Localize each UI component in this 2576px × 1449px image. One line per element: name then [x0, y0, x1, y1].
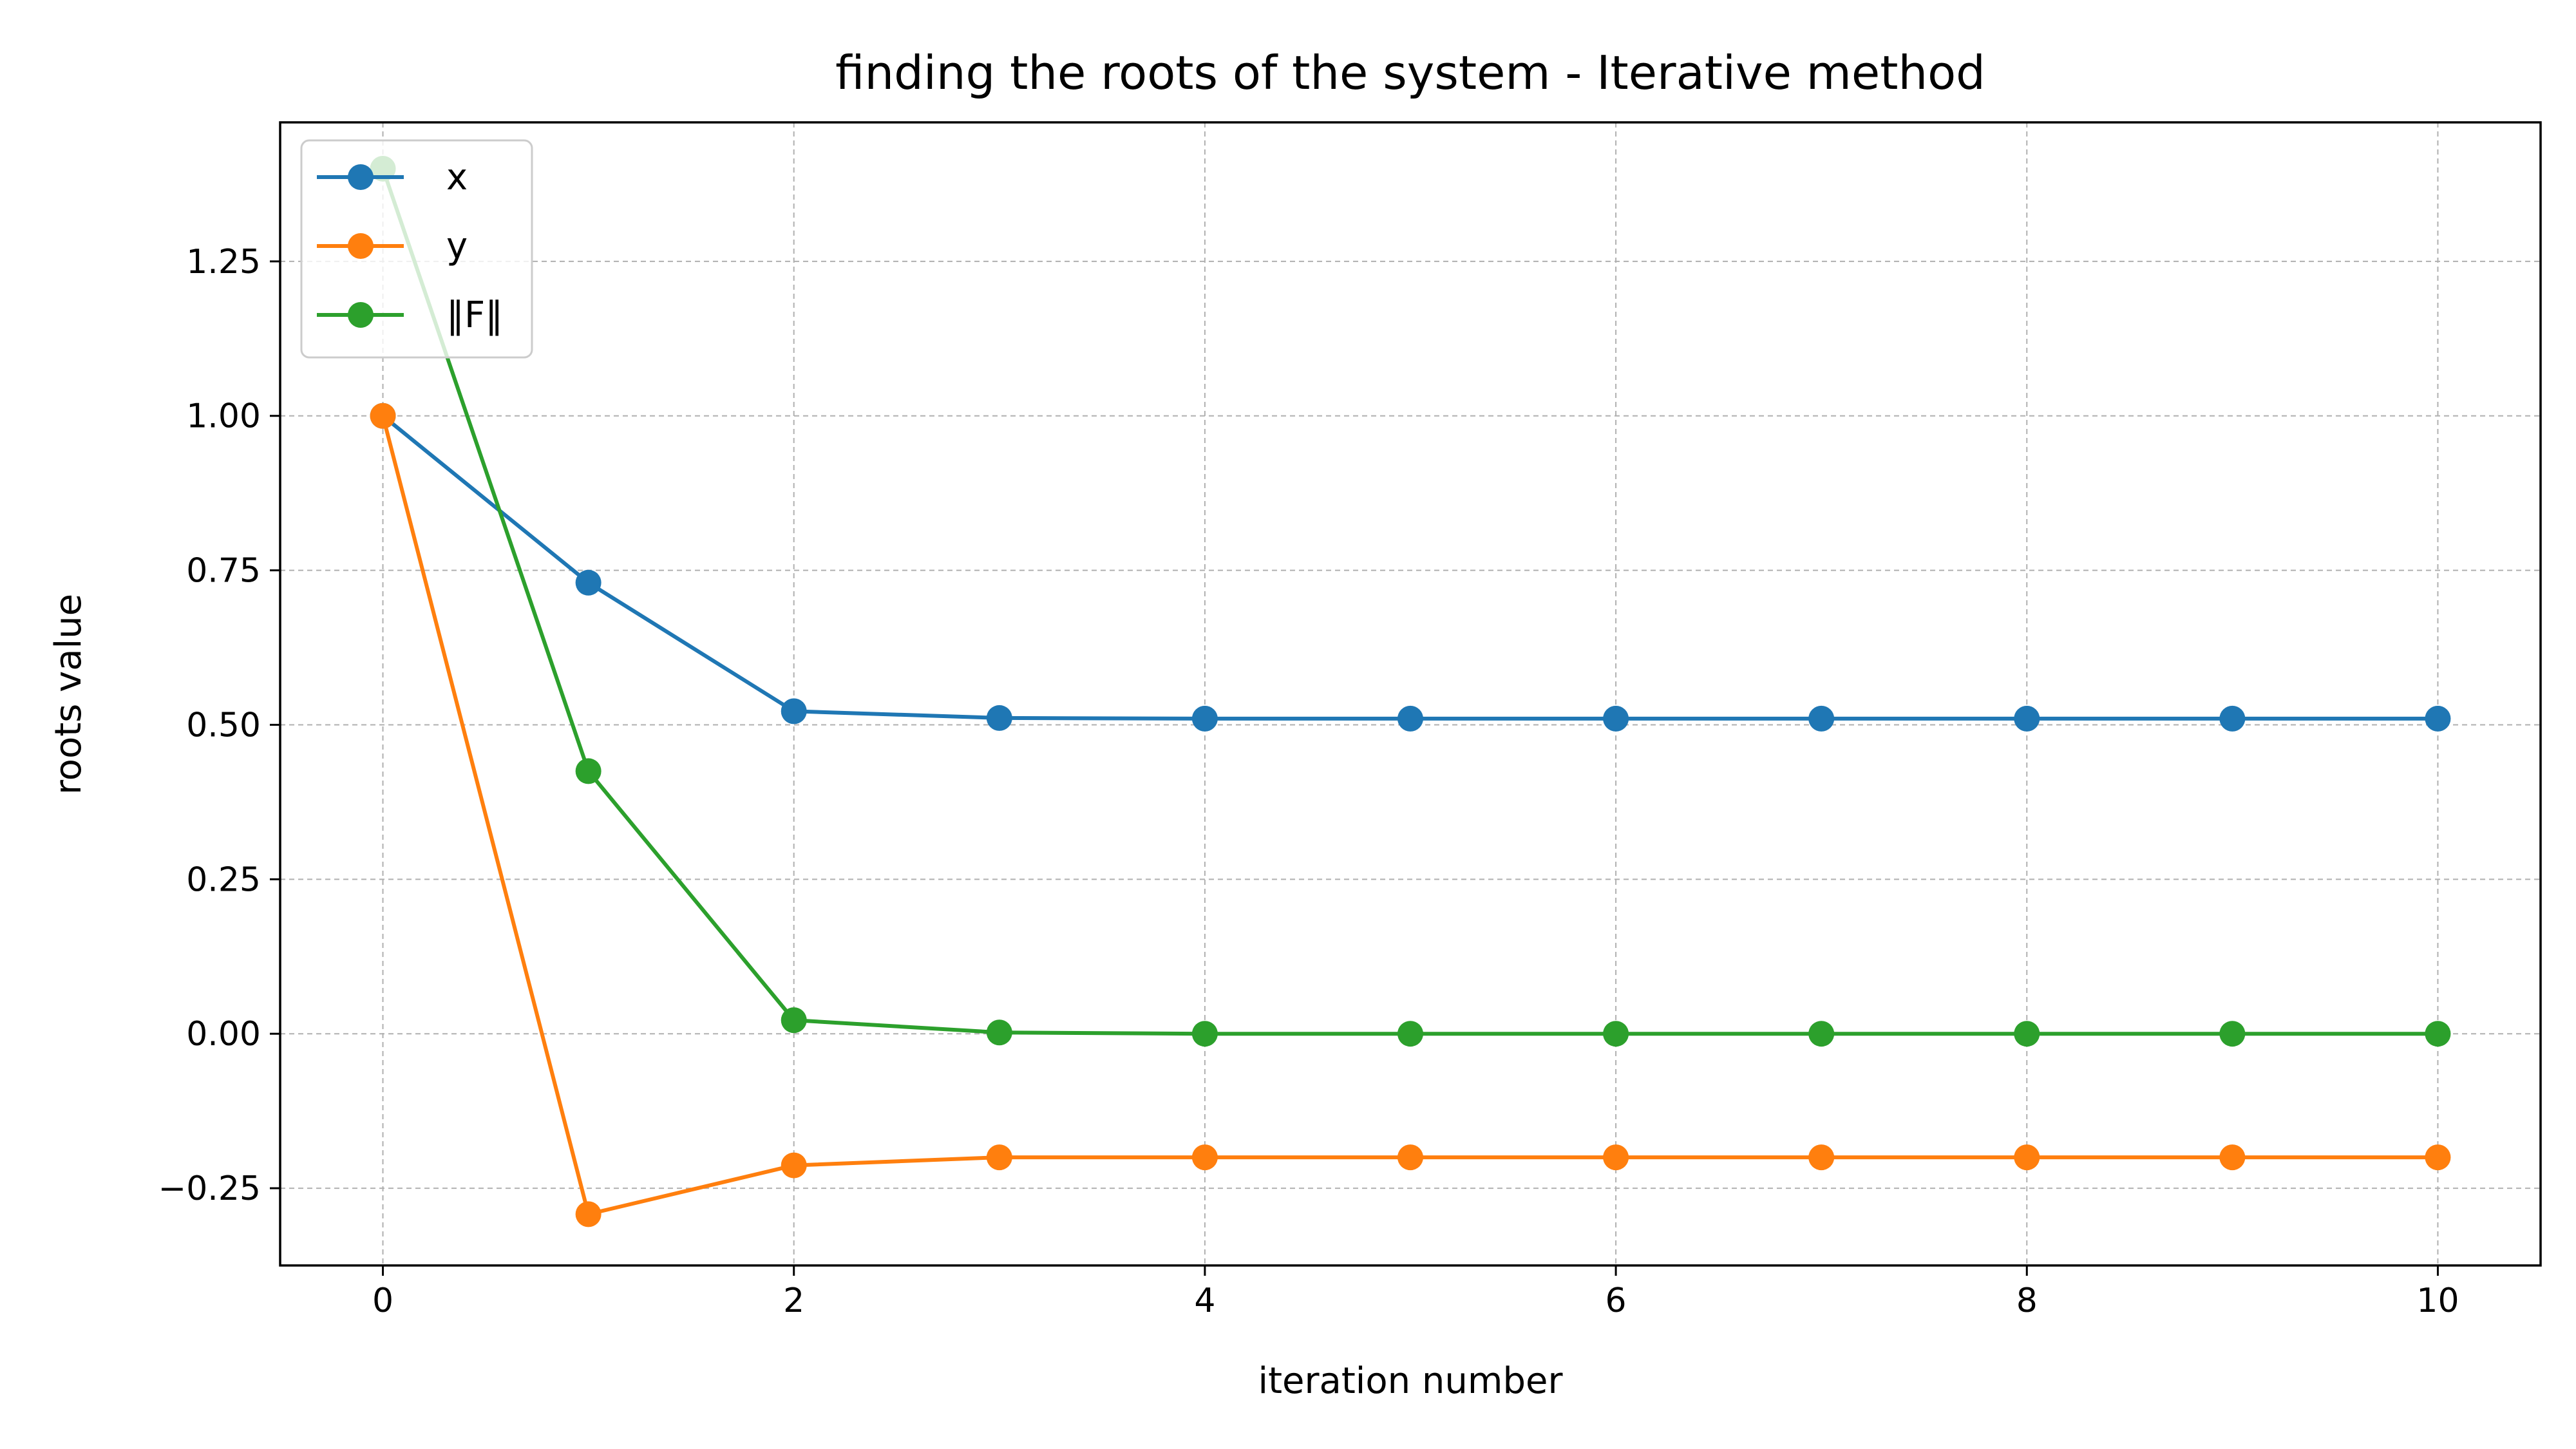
data-point — [781, 1152, 807, 1179]
data-point — [2014, 1021, 2040, 1047]
legend-label: y — [446, 225, 468, 267]
y-tick-label: 1.00 — [186, 397, 261, 436]
data-point — [1603, 1021, 1629, 1047]
y-tick-label: 0.75 — [186, 552, 261, 591]
x-tick-label: 8 — [2016, 1282, 2038, 1320]
data-point — [575, 1201, 601, 1227]
data-point — [2014, 705, 2040, 732]
data-point — [575, 758, 601, 784]
data-point — [1397, 1144, 1423, 1171]
data-point — [1808, 1021, 1835, 1047]
legend: xy ‖F‖ — [300, 139, 533, 359]
x-tick-label: 2 — [783, 1282, 804, 1320]
y-tick-label: −0.25 — [158, 1170, 261, 1208]
x-tick-label: 6 — [1605, 1282, 1627, 1320]
data-point — [2219, 1021, 2246, 1047]
data-point — [1191, 1144, 1218, 1171]
x-tick-label: 10 — [2416, 1282, 2459, 1320]
plot-frame — [279, 121, 2542, 1267]
data-point — [1191, 705, 1218, 732]
data-point — [1191, 1021, 1218, 1047]
series-layer — [370, 155, 2451, 1227]
legend-label: ‖F‖ — [446, 294, 503, 336]
data-point — [2425, 705, 2451, 732]
data-point — [1397, 705, 1423, 732]
data-point — [1603, 705, 1629, 732]
data-point — [1397, 1021, 1423, 1047]
data-point — [2425, 1144, 2451, 1171]
x-axis-label: iteration number — [1258, 1360, 1564, 1402]
data-point — [575, 569, 601, 596]
legend-marker — [348, 164, 374, 190]
data-point — [986, 705, 1012, 731]
y-tick-label: 1.25 — [186, 243, 261, 281]
data-point — [986, 1144, 1012, 1171]
data-point — [2425, 1021, 2451, 1047]
data-point — [2219, 1144, 2246, 1171]
y-tick-label: 0.25 — [186, 860, 261, 899]
data-point — [1808, 705, 1835, 732]
y-tick-label: 0.00 — [186, 1015, 261, 1054]
data-point — [781, 698, 807, 724]
x-tick-label: 4 — [1194, 1282, 1215, 1320]
series-2 — [370, 402, 2451, 1227]
ticks: 0 2 4 6 8 10 −0.25 0.00 0.25 0.50 0.75 1.00 1.25 — [158, 243, 2459, 1320]
data-point — [1603, 1144, 1629, 1171]
data-point — [781, 1007, 807, 1034]
legend-marker — [348, 302, 374, 328]
legend-label: x — [446, 156, 468, 198]
x-tick-label: 0 — [372, 1282, 393, 1320]
data-point — [370, 402, 396, 429]
data-point — [2219, 705, 2246, 732]
chart-title: finding the roots of the system - Iterat… — [835, 46, 1985, 100]
y-axis-label: roots value — [48, 594, 90, 795]
data-point — [986, 1019, 1012, 1046]
y-tick-label: 0.50 — [186, 706, 261, 744]
data-point — [1808, 1144, 1835, 1171]
data-point — [2014, 1144, 2040, 1171]
legend-marker — [348, 233, 374, 259]
